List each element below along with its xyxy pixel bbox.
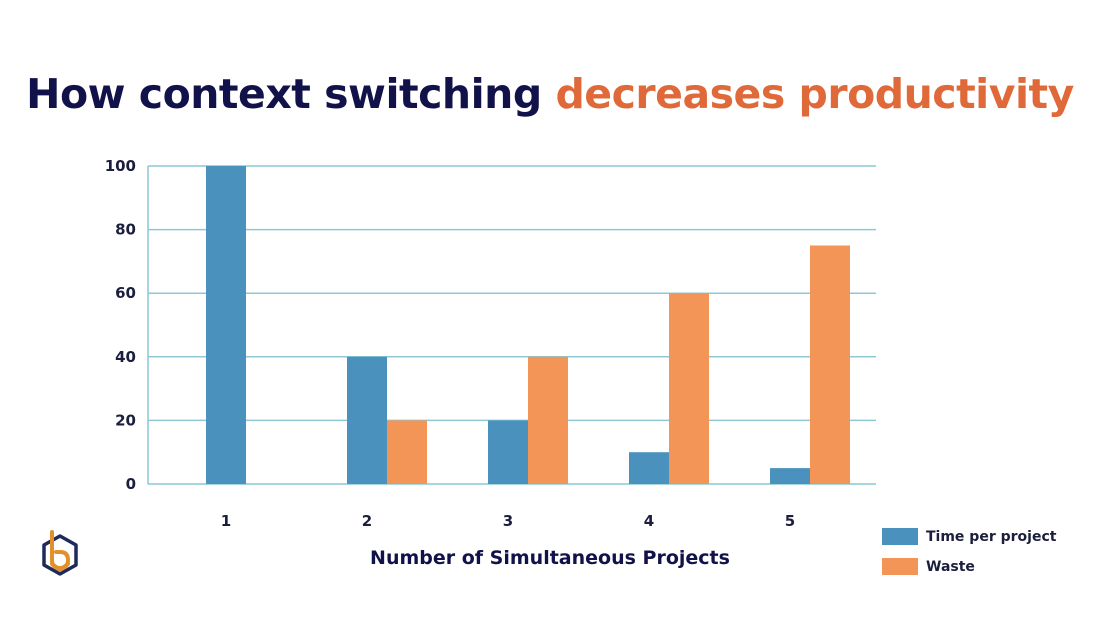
y-tick-label: 100	[105, 157, 136, 175]
bar-waste-4	[669, 293, 709, 484]
y-tick-label: 60	[115, 284, 136, 302]
x-axis-title: Number of Simultaneous Projects	[370, 547, 730, 569]
legend-label: Waste	[926, 559, 975, 575]
grid-lines	[147, 165, 876, 485]
bar-time-per-project-2	[347, 356, 387, 484]
y-tick-label: 80	[115, 221, 136, 239]
legend-label: Time per project	[926, 529, 1057, 545]
y-tick-label: 0	[126, 475, 136, 493]
x-tick-label: 2	[362, 512, 372, 530]
title-part-1: How context switching	[26, 70, 556, 118]
y-tick-label: 40	[115, 348, 136, 366]
bar-waste-5	[810, 245, 850, 484]
title-part-2: decreases productivity	[555, 70, 1074, 118]
y-axis-ticks: 0 20 40 60 80 100	[105, 157, 136, 493]
x-axis-ticks: 1 2 3 4 5	[221, 512, 795, 530]
x-tick-label: 4	[644, 512, 654, 530]
bar-time-per-project-4	[629, 452, 669, 484]
legend-swatch	[882, 558, 918, 575]
bar-time-per-project-5	[770, 468, 810, 484]
bar-waste-3	[528, 356, 568, 484]
legend: Time per project Waste	[882, 528, 1057, 575]
legend-swatch	[882, 528, 918, 545]
hexagon-logo-icon	[42, 530, 78, 576]
x-tick-label: 3	[503, 512, 513, 530]
x-tick-label: 1	[221, 512, 231, 530]
bar-waste-2	[387, 420, 427, 484]
bar-time-per-project-3	[488, 420, 528, 484]
y-tick-label: 20	[115, 411, 136, 429]
bars	[206, 166, 850, 484]
bar-time-per-project-1	[206, 166, 246, 484]
chart-title: How context switching decreases producti…	[0, 70, 1100, 118]
x-tick-label: 5	[785, 512, 795, 530]
